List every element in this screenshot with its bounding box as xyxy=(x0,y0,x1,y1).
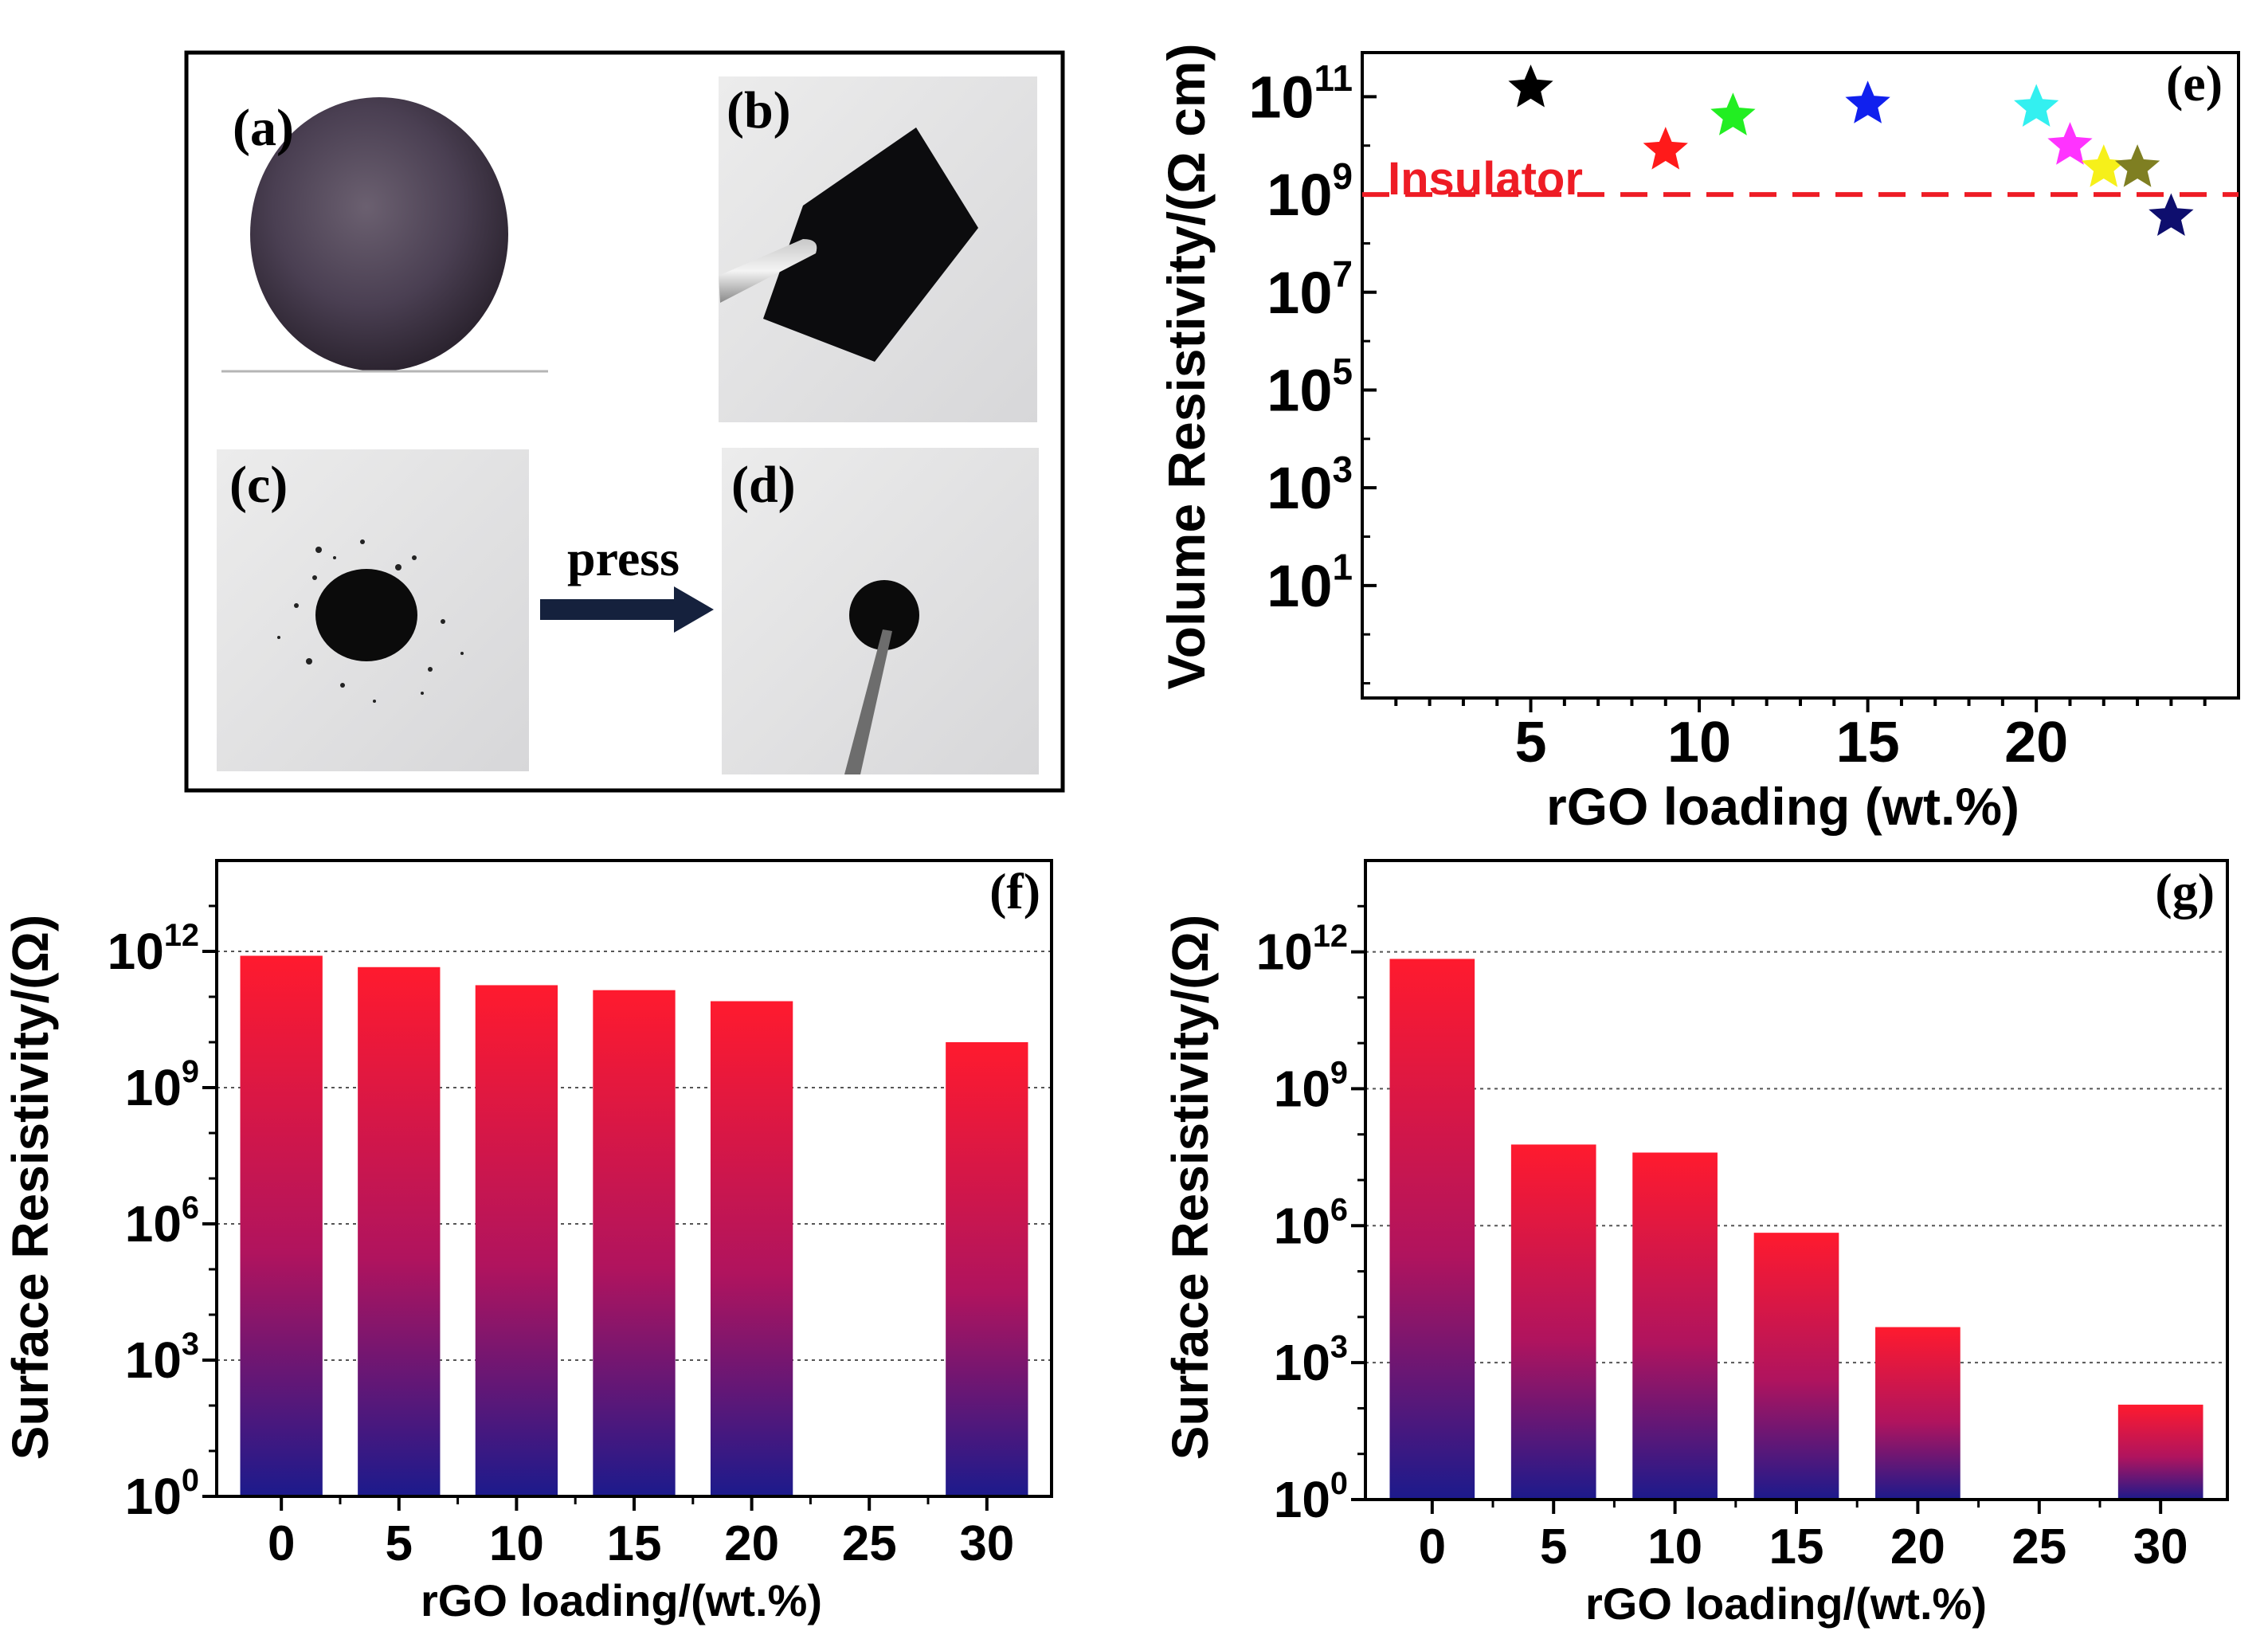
g-ytick-label: 106 xyxy=(1274,1192,1348,1254)
insulator-annotation: Insulator xyxy=(1388,153,1583,205)
photo-d: (d) xyxy=(722,448,1039,774)
f-xtick-label: 0 xyxy=(268,1516,295,1571)
f-bar xyxy=(946,1042,1028,1496)
f-xtick-label: 25 xyxy=(842,1516,897,1571)
chart-e-star-point xyxy=(1643,127,1688,170)
arrow-shaft xyxy=(540,599,676,620)
g-bar xyxy=(1510,1144,1596,1500)
g-xtick-label: 0 xyxy=(1419,1519,1446,1574)
g-xtick-label: 30 xyxy=(2133,1519,2188,1574)
g-ytick-label: 1012 xyxy=(1256,919,1348,981)
arrow-label: press xyxy=(567,530,680,586)
f-xtick-label: 30 xyxy=(959,1516,1014,1571)
f-bar xyxy=(358,967,441,1496)
chart-g-xlabel: rGO loading/(wt.%) xyxy=(1585,1578,1987,1629)
g-bar xyxy=(1389,959,1475,1500)
f-bar xyxy=(593,990,676,1496)
f-ytick-label: 103 xyxy=(125,1327,199,1389)
chart-f-panel-label: (f) xyxy=(989,863,1040,919)
chart-f-ylabel: Surface Resistivity/(Ω) xyxy=(2,915,59,1460)
tweezer-d xyxy=(844,629,892,774)
tweezer-b xyxy=(719,239,817,303)
chart-e-star-point xyxy=(2114,144,2160,187)
chart-e-star-point xyxy=(1710,92,1756,135)
chart-e-star-point xyxy=(2014,84,2059,127)
black-film xyxy=(763,127,978,362)
chart-e-star-point xyxy=(1508,64,1553,108)
chart-e-star-point xyxy=(2081,144,2126,187)
chart-e-ytick-label: 103 xyxy=(1267,449,1353,521)
g-bar xyxy=(1632,1152,1718,1500)
chart-e-ylabel: Volume Resistivity/(Ω cm) xyxy=(1157,44,1216,690)
g-xtick-label: 15 xyxy=(1769,1519,1824,1574)
powder-specks xyxy=(277,539,464,703)
chart-f-xlabel: rGO loading/(wt.%) xyxy=(421,1575,822,1625)
chart-e-ytick-label: 109 xyxy=(1267,155,1353,228)
press-arrow: press xyxy=(540,530,714,633)
f-xtick-label: 15 xyxy=(607,1516,662,1571)
arrow-head xyxy=(674,586,714,633)
pressed-pellet xyxy=(849,580,919,650)
g-ytick-label: 109 xyxy=(1274,1056,1348,1118)
chart-e-panel-label: (e) xyxy=(2166,55,2223,112)
photo-a-letter: (a) xyxy=(233,99,294,157)
f-bar xyxy=(710,1001,793,1496)
photo-d-letter: (d) xyxy=(731,456,796,514)
g-xtick-label: 5 xyxy=(1540,1519,1567,1574)
chart-e-ytick-label: 107 xyxy=(1267,253,1353,325)
f-xtick-label: 20 xyxy=(724,1516,779,1571)
chart-e-xtick-label: 10 xyxy=(1667,711,1731,774)
chart-g-ylabel: Surface Resistivity/(Ω) xyxy=(1161,915,1219,1460)
photo-a: (a) xyxy=(221,80,548,374)
wafer-disc xyxy=(250,97,508,371)
chart-e-ytick-label: 105 xyxy=(1267,351,1353,423)
f-ytick-label: 109 xyxy=(125,1054,199,1116)
chart-e-xtick-label: 5 xyxy=(1515,711,1547,774)
f-ytick-label: 1012 xyxy=(108,918,199,980)
chart-e-star-point xyxy=(2149,193,2194,237)
g-xtick-label: 20 xyxy=(1890,1519,1945,1574)
g-bar xyxy=(2117,1404,2203,1500)
f-xtick-label: 5 xyxy=(386,1516,413,1571)
g-ytick-label: 103 xyxy=(1274,1329,1348,1391)
chart-e-xtick-label: 20 xyxy=(2004,711,2068,774)
g-ytick-label: 100 xyxy=(1274,1466,1348,1528)
photo-c: (c) xyxy=(217,449,529,771)
g-xtick-label: 10 xyxy=(1647,1519,1702,1574)
chart-f: (f) 100 103 106 109 1012 0 5 10 15 20 25 30 rGO loa… xyxy=(2,859,1053,1625)
chart-g-panel-label: (g) xyxy=(2155,863,2215,919)
chart-e: (e) 101 103 105 107 109 1011 5 10 15 20 rGO loadi… xyxy=(1157,44,2240,836)
photo-b-letter: (b) xyxy=(727,81,791,139)
photo-c-letter: (c) xyxy=(229,456,288,514)
f-xtick-label: 10 xyxy=(489,1516,544,1571)
g-bar xyxy=(1753,1233,1839,1500)
chart-g: (g) 100 103 106 109 1012 0 5 10 15 20 25 30 rGO loa… xyxy=(1161,859,2229,1629)
f-ytick-label: 106 xyxy=(125,1190,199,1253)
f-bar xyxy=(475,985,558,1496)
chart-e-ytick-label: 101 xyxy=(1267,547,1353,619)
g-xtick-label: 25 xyxy=(2011,1519,2066,1574)
f-bar xyxy=(240,955,323,1496)
chart-e-star-point xyxy=(2047,122,2093,165)
chart-e-ytick-label: 1011 xyxy=(1248,57,1353,130)
chart-e-frame xyxy=(1361,51,2240,700)
photo-panel: (a) (b) (c) press xyxy=(184,50,1065,793)
powder-pile xyxy=(315,569,417,661)
chart-e-xtick-label: 15 xyxy=(1836,711,1900,774)
photo-b: (b) xyxy=(719,76,1037,422)
g-bar xyxy=(1875,1327,1961,1500)
f-ytick-label: 100 xyxy=(125,1463,199,1525)
chart-e-star-point xyxy=(1845,80,1890,124)
chart-e-xlabel: rGO loading (wt.%) xyxy=(1546,777,2019,836)
